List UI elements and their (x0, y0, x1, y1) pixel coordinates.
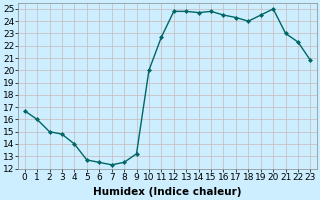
X-axis label: Humidex (Indice chaleur): Humidex (Indice chaleur) (93, 187, 242, 197)
